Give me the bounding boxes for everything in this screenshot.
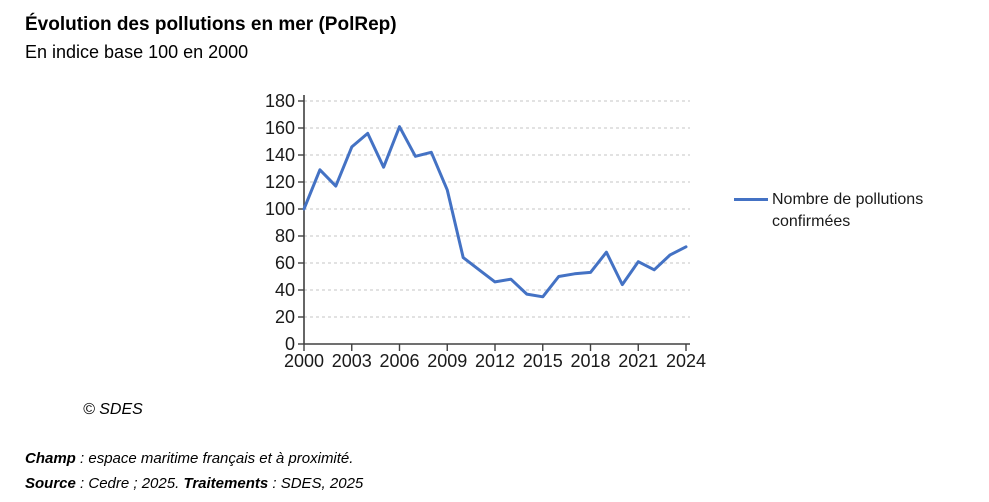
y-tick-label: 40 bbox=[275, 280, 295, 300]
note-champ-label: Champ bbox=[25, 450, 76, 467]
y-tick-label: 140 bbox=[265, 145, 295, 165]
x-tick-label: 2000 bbox=[284, 351, 324, 371]
x-tick-label: 2024 bbox=[666, 351, 706, 371]
x-tick-label: 2018 bbox=[570, 351, 610, 371]
y-tick-label: 60 bbox=[275, 253, 295, 273]
x-tick-label: 2021 bbox=[618, 351, 658, 371]
x-tick-label: 2015 bbox=[523, 351, 563, 371]
x-tick-label: 2003 bbox=[332, 351, 372, 371]
legend: Nombre de pollutions confirmées bbox=[734, 189, 950, 233]
y-tick-label: 0 bbox=[285, 334, 295, 354]
y-tick-label: 180 bbox=[265, 91, 295, 111]
line-chart: 0 20 40 60 80 100 120 140 160 180 2000 2003 2006 2009… bbox=[265, 91, 706, 371]
legend-label: Nombre de pollutions confirmées bbox=[772, 191, 924, 230]
y-tick-label: 160 bbox=[265, 118, 295, 138]
x-tick-label: 2009 bbox=[427, 351, 467, 371]
legend-line-swatch bbox=[734, 198, 768, 201]
x-tick-label: 2006 bbox=[379, 351, 419, 371]
y-tick-label: 120 bbox=[265, 172, 295, 192]
x-tick-label: 2012 bbox=[475, 351, 515, 371]
note-champ-text: : espace maritime français et à proximit… bbox=[75, 450, 354, 467]
note-traitements-label: Traitements bbox=[183, 475, 269, 492]
note-champ: Champ : espace maritime français et à pr… bbox=[25, 450, 353, 467]
data-series-line bbox=[302, 125, 688, 299]
chart-title: Évolution des pollutions en mer (PolRep) bbox=[25, 14, 397, 35]
note-source-label: Source bbox=[25, 475, 76, 492]
copyright-credit: © SDES bbox=[83, 401, 143, 418]
y-tick-label: 20 bbox=[275, 307, 295, 327]
y-tick-label: 100 bbox=[265, 199, 295, 219]
note-source: Source : Cedre ; 2025. Traitements : SDE… bbox=[25, 475, 363, 492]
note-traitements-text: : SDES, 2025 bbox=[268, 475, 364, 492]
chart-subtitle: En indice base 100 en 2000 bbox=[25, 42, 249, 62]
y-tick-label: 80 bbox=[275, 226, 295, 246]
note-source-text: : Cedre ; 2025. bbox=[75, 475, 184, 492]
